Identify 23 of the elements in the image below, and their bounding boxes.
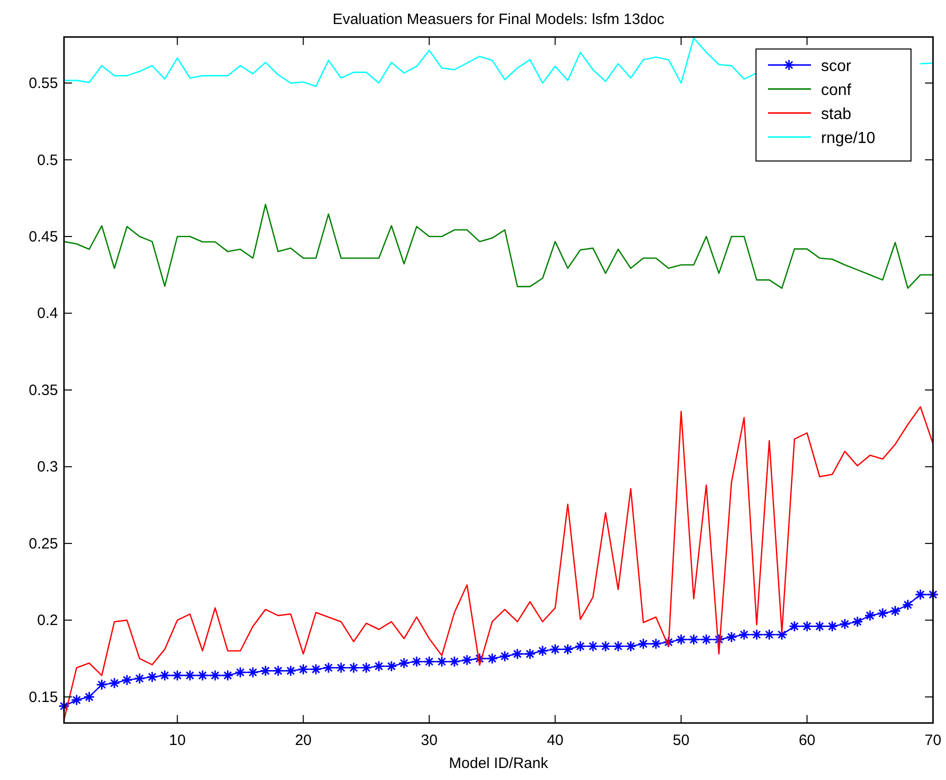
line-series [63, 204, 934, 289]
legend-label: conf [821, 82, 852, 99]
y-tick-label: 0.35 [28, 382, 58, 399]
legend-label: rnge/10 [821, 130, 876, 147]
y-tick-label: 0.2 [37, 612, 58, 630]
y-tick-label: 0.15 [28, 688, 58, 706]
x-tick-label: 50 [672, 732, 690, 749]
y-tick-label: 0.45 [28, 228, 58, 246]
x-tick-label: 60 [798, 732, 816, 749]
x-tick-label: 30 [420, 732, 438, 749]
y-tick-label: 0.25 [28, 535, 58, 552]
x-tick-label: 10 [169, 732, 186, 749]
y-tick-label: 0.5 [37, 152, 58, 169]
legend-label: stab [821, 106, 852, 123]
y-tick-label: 0.3 [37, 458, 58, 476]
x-tick-label: 70 [924, 732, 942, 749]
x-tick-label: 40 [546, 732, 564, 749]
x-tick-label: 20 [294, 732, 312, 749]
legend-label: scor [821, 58, 852, 75]
y-tick-label: 0.55 [28, 75, 58, 92]
y-tick-label: 0.4 [37, 305, 58, 322]
x-axis-title: Model ID/Rank [448, 755, 549, 772]
chart-title: Evaluation Measuers for Final Models: lsfm 13doc [332, 11, 665, 28]
